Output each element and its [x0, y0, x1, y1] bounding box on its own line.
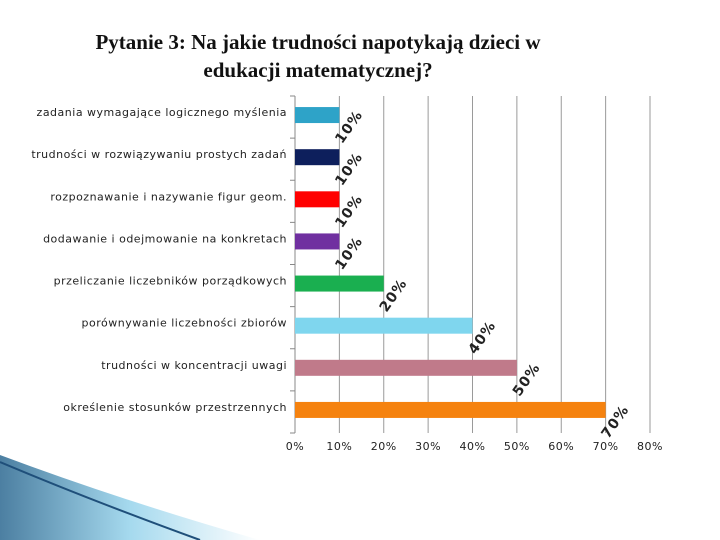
plot: 0% 10% 20% 30% 40% 50% 60% 70% 80% zadania wymaga…	[31, 95, 663, 453]
x-tick-label: 20%	[371, 440, 397, 453]
y-tick-label: dodawanie i odejmowanie na konkretach	[43, 232, 287, 245]
bar	[295, 191, 340, 208]
x-tick-label: 80%	[637, 440, 663, 453]
x-tick-label: 40%	[460, 440, 486, 453]
x-tick-label: 10%	[326, 440, 352, 453]
bar	[295, 275, 384, 292]
y-tick-label: określenie stosunków przestrzennych	[63, 401, 287, 414]
bar	[295, 401, 606, 418]
x-tick-label: 60%	[548, 440, 574, 453]
x-tick-label: 70%	[593, 440, 619, 453]
y-tick-label: trudności w koncentracji uwagi	[101, 359, 287, 372]
y-tick-label: porównywanie liczebności zbiorów	[82, 317, 288, 330]
y-tick-label: przeliczanie liczebników porządkowych	[54, 275, 287, 288]
decoration	[0, 461, 201, 540]
y-tick-label: zadania wymagające logicznego myślenia	[37, 106, 287, 119]
bar	[295, 107, 340, 124]
x-tick-label: 30%	[415, 440, 441, 453]
bar	[295, 317, 473, 334]
x-tick-label: 0%	[286, 440, 304, 453]
decoration	[0, 455, 260, 540]
bar	[295, 359, 517, 376]
bar	[295, 233, 340, 250]
chart-title: Pytanie 3: Na jakie trudności napotykają…	[95, 30, 541, 82]
y-tick-label: rozpoznawanie i nazywanie figur geom.	[50, 190, 287, 203]
y-tick-label: trudności w rozwiązywaniu prostych zadań	[31, 148, 287, 161]
x-tick-label: 50%	[504, 440, 530, 453]
bar	[295, 149, 340, 166]
